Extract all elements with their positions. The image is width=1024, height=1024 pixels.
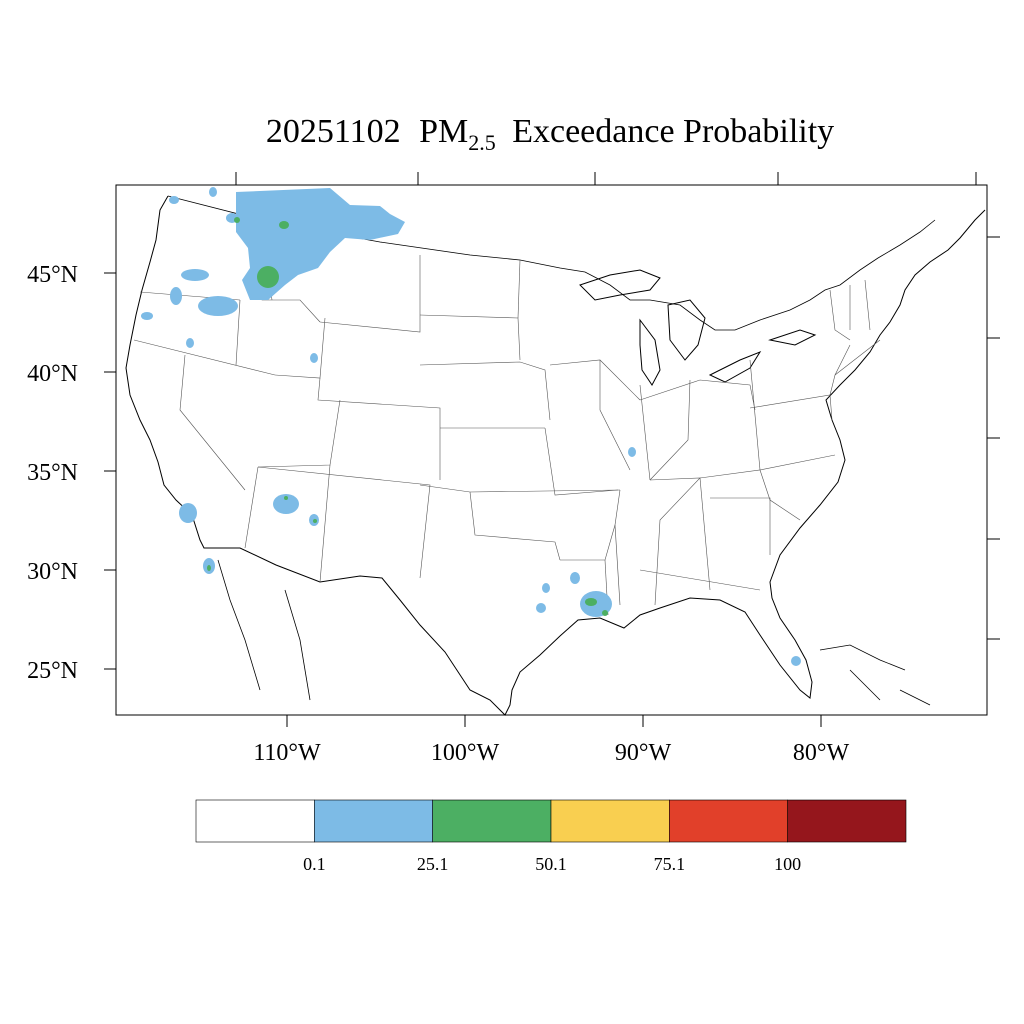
legend-tick-label: 75.1 [654,854,686,874]
map-frame [115,184,988,716]
legend-swatch [195,799,315,843]
legend-swatch [432,799,552,843]
conus-outline [125,195,986,716]
legend-swatch [787,799,907,843]
title-rest: Exceedance Probability [512,113,834,150]
great-lakes [579,269,817,386]
legend-tick-label: 25.1 [417,854,449,874]
title-pm: PM [419,113,468,150]
map-panel [115,184,988,716]
lon-label: 80°W [793,740,850,766]
legend-tick-label: 50.1 [535,854,567,874]
map-title: 20251102 PM2.5 Exceedance Probability [266,113,834,158]
legend-tick-label: 100 [774,854,801,874]
prob-mid-regions [207,217,608,616]
longitude-labels: 110°W 100°W 90°W 80°W [253,740,849,766]
latitude-labels: 45°N 40°N 35°N 30°N 25°N [27,262,78,684]
title-date: 20251102 [266,113,401,150]
lat-label: 45°N [27,262,78,288]
lat-label: 40°N [27,361,78,387]
lat-label: 30°N [27,559,78,585]
lat-label: 35°N [27,460,78,486]
legend-swatch [550,799,670,843]
color-legend: 0.1 25.1 50.1 75.1 100 [195,799,907,874]
lon-label: 110°W [253,740,321,766]
title-sub: 2.5 [468,130,496,155]
legend-swatch [314,799,433,843]
legend-tick-label: 0.1 [303,854,326,874]
legend-swatch [669,799,788,843]
lon-label: 100°W [431,740,500,766]
lon-label: 90°W [615,740,672,766]
caribbean-islands [217,559,931,706]
lat-label: 25°N [27,658,78,684]
canada-border [167,195,936,331]
axis-ticks [104,172,1000,727]
